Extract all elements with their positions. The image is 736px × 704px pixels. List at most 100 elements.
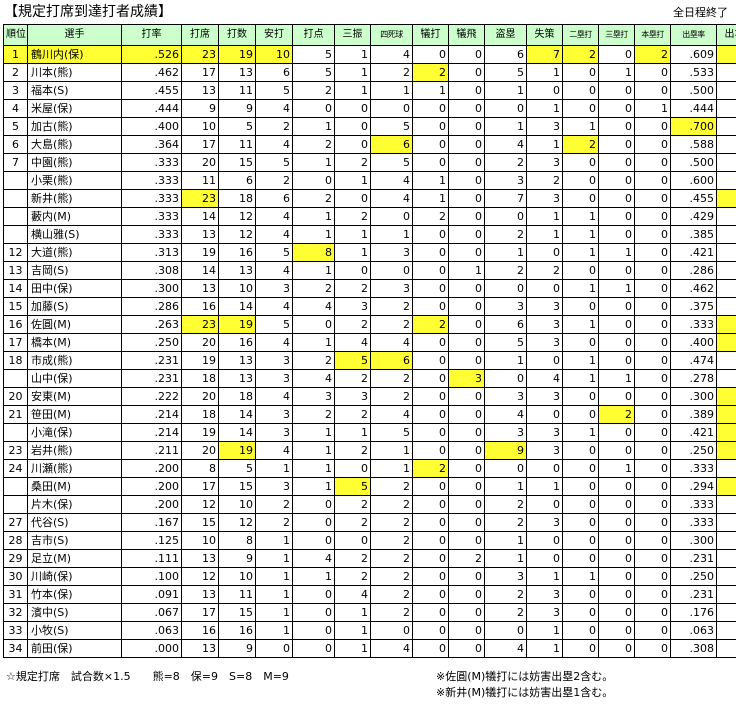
cell-rank	[3, 189, 28, 208]
cell-rbi: 5	[292, 45, 335, 64]
cell-d: 0	[562, 603, 599, 622]
cell-sf: 0	[448, 243, 485, 262]
cell-h: 6	[255, 189, 293, 208]
cell-so: 2	[334, 441, 371, 460]
cell-obp: .333	[670, 459, 717, 478]
cell-ab: 11	[218, 135, 256, 154]
cell-g: 6	[716, 45, 736, 64]
cell-name: 小牧(S)	[27, 621, 122, 640]
cell-name: 鶴川内(保)	[27, 45, 122, 64]
cell-avg: .200	[121, 459, 182, 478]
cell-d: 0	[562, 459, 599, 478]
cell-hr: 0	[634, 153, 671, 172]
cell-sb: 0	[484, 621, 527, 640]
cell-e: 1	[526, 477, 563, 496]
cell-hr: 0	[634, 459, 671, 478]
cell-pa: 23	[181, 189, 219, 208]
cell-g: 5	[716, 585, 736, 604]
cell-e: 7	[526, 45, 563, 64]
cell-sb: 5	[484, 333, 527, 352]
cell-rbi: 1	[292, 477, 335, 496]
cell-pa: 18	[181, 369, 219, 388]
cell-t: 0	[598, 261, 635, 280]
cell-sb: 1	[484, 531, 527, 550]
cell-sb: 1	[484, 351, 527, 370]
cell-t: 0	[598, 549, 635, 568]
cell-e: 3	[526, 603, 563, 622]
cell-sf: 0	[448, 63, 485, 82]
cell-rank: 14	[3, 279, 28, 298]
cell-avg: .526	[121, 45, 182, 64]
cell-bb: 0	[370, 99, 413, 118]
cell-pa: 20	[181, 387, 219, 406]
cell-e: 1	[526, 621, 563, 640]
cell-sb: 0	[484, 99, 527, 118]
cell-t: 0	[598, 441, 635, 460]
cell-sh: 0	[412, 279, 449, 298]
cell-so: 0	[334, 459, 371, 478]
cell-name: 加藤(S)	[27, 297, 122, 316]
cell-obp: .600	[670, 171, 717, 190]
cell-hr: 0	[634, 333, 671, 352]
cell-sh: 1	[412, 189, 449, 208]
cell-ab: 13	[218, 261, 256, 280]
cell-d: 0	[562, 81, 599, 100]
cell-hr: 0	[634, 603, 671, 622]
cell-sf: 0	[448, 495, 485, 514]
cell-so: 3	[334, 387, 371, 406]
cell-rbi: 0	[292, 495, 335, 514]
cell-d: 0	[562, 297, 599, 316]
cell-sf: 0	[448, 459, 485, 478]
cell-pa: 8	[181, 459, 219, 478]
cell-pa: 20	[181, 441, 219, 460]
cell-so: 0	[334, 261, 371, 280]
cell-pa: 15	[181, 513, 219, 532]
cell-obp: .250	[670, 567, 717, 586]
cell-avg: .100	[121, 567, 182, 586]
cell-e: 3	[526, 387, 563, 406]
cell-hr: 0	[634, 135, 671, 154]
cell-sb: 1	[484, 117, 527, 136]
cell-pa: 19	[181, 423, 219, 442]
column-header: 打数	[218, 24, 256, 46]
cell-h: 1	[255, 603, 293, 622]
cell-ab: 19	[218, 315, 256, 334]
cell-d: 1	[562, 423, 599, 442]
cell-rbi: 4	[292, 549, 335, 568]
cell-pa: 13	[181, 549, 219, 568]
cell-h: 4	[255, 333, 293, 352]
column-header: 順位	[3, 24, 28, 46]
cell-ab: 19	[218, 441, 256, 460]
column-header: 犠飛	[448, 24, 485, 46]
cell-g: 4	[716, 495, 736, 514]
cell-d: 0	[562, 261, 599, 280]
column-header: 失策	[526, 24, 563, 46]
cell-pa: 13	[181, 279, 219, 298]
cell-name: 川崎(保)	[27, 567, 122, 586]
cell-name: 加古(熊)	[27, 117, 122, 136]
cell-sf: 0	[448, 117, 485, 136]
cell-h: 3	[255, 405, 293, 424]
cell-d: 0	[562, 189, 599, 208]
cell-avg: .333	[121, 153, 182, 172]
footer-note-1: ※佐圓(M)犠打には妨害出塁2含む。	[436, 670, 614, 683]
cell-sf: 0	[448, 171, 485, 190]
cell-so: 2	[334, 513, 371, 532]
cell-sh: 0	[412, 117, 449, 136]
cell-obp: .429	[670, 207, 717, 226]
cell-bb: 2	[370, 603, 413, 622]
cell-hr: 0	[634, 531, 671, 550]
cell-d: 0	[562, 333, 599, 352]
cell-rank: 31	[3, 585, 28, 604]
cell-d: 1	[562, 279, 599, 298]
cell-g: 4	[716, 135, 736, 154]
cell-avg: .214	[121, 423, 182, 442]
cell-avg: .333	[121, 189, 182, 208]
cell-ab: 14	[218, 297, 256, 316]
cell-ab: 10	[218, 567, 256, 586]
